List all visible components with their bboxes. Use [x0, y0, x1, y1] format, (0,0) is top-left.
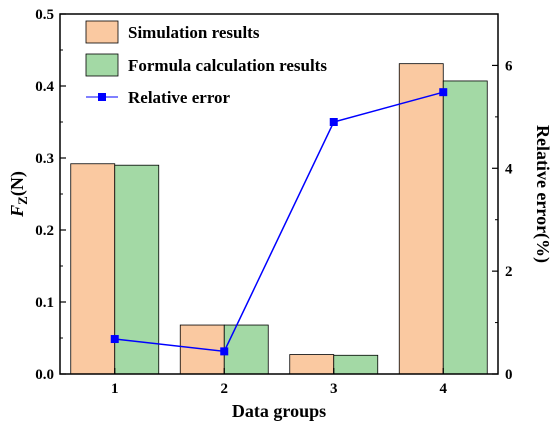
y-axis-title-left: FZ(N) — [7, 171, 30, 218]
legend: Simulation results Formula calculation r… — [85, 20, 327, 107]
error-point-1 — [110, 335, 119, 344]
x-axis-title: Data groups — [232, 401, 326, 421]
x-tick-label: 4 — [440, 381, 448, 397]
y-tick-label-right: 4 — [505, 161, 513, 177]
legend-swatch-formula — [85, 53, 119, 77]
y-tick-label-left: 0.4 — [35, 79, 54, 95]
y-tick-label-left: 0.3 — [35, 151, 54, 167]
error-line-layer — [110, 88, 448, 356]
legend-label-simulation: Simulation results — [128, 23, 260, 42]
x-tick-label: 1 — [111, 381, 119, 397]
error-point-3 — [329, 118, 338, 126]
legend-marker-error — [98, 93, 106, 101]
legend-swatch-simulation — [85, 20, 119, 44]
bar-simulation-3 — [289, 354, 335, 375]
error-line — [114, 91, 444, 353]
bar-simulation-1 — [70, 163, 116, 375]
x-tick-label: 2 — [221, 381, 229, 397]
bars-layer — [70, 63, 488, 375]
y-tick-label-left: 0.2 — [35, 223, 54, 239]
y-tick-label-left: 0.5 — [35, 7, 54, 23]
error-point-2 — [220, 347, 229, 356]
legend-label-error: Relative error — [128, 88, 231, 107]
y-tick-label-left: 0.1 — [35, 295, 54, 311]
y-tick-label-right: 0 — [505, 367, 513, 383]
y-tick-label-left: 0.0 — [35, 367, 54, 383]
y-tick-label-right: 6 — [505, 58, 513, 74]
bar-formula-3 — [333, 354, 379, 375]
error-point-4 — [439, 88, 448, 97]
bar-simulation-4 — [398, 63, 444, 375]
bar-formula-2 — [223, 324, 269, 375]
y-axis-title-right: Relative error(%) — [532, 125, 550, 263]
x-tick-label: 3 — [330, 381, 338, 397]
axes-layer: 0.0 0.1 0.2 0.3 0.4 0.5 0 2 4 6 1 2 3 4 — [35, 7, 513, 397]
y-tick-label-right: 2 — [505, 264, 513, 280]
legend-label-formula: Formula calculation results — [128, 56, 327, 75]
bar-formula-4 — [442, 80, 488, 375]
